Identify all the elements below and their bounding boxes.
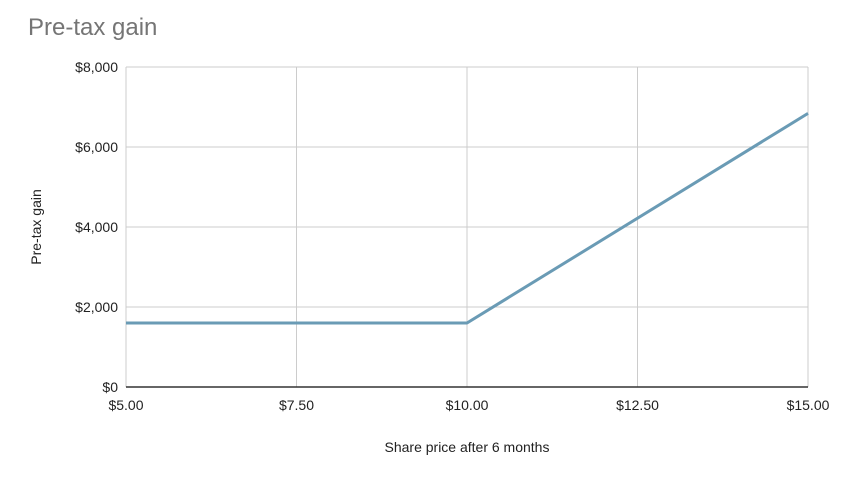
x-tick-label: $12.50 — [616, 397, 659, 413]
chart-title: Pre-tax gain — [28, 14, 157, 41]
y-tick-label: $8,000 — [75, 59, 118, 75]
grid — [125, 66, 809, 387]
series-layer — [126, 112, 809, 325]
y-tick-label: $4,000 — [75, 219, 118, 235]
x-tick-label: $15.00 — [787, 397, 830, 413]
x-tick-label: $5.00 — [108, 397, 143, 413]
x-tick-label: $10.00 — [446, 397, 489, 413]
y-tick-label: $2,000 — [75, 299, 118, 315]
y-tick-label: $6,000 — [75, 139, 118, 155]
x-axis-title: Share price after 6 months — [385, 439, 550, 455]
axes: $0 $2,000 $4,000 $6,000 $8,000 $5.00 $7.50 $10.… — [75, 59, 829, 413]
series-line — [126, 112, 809, 325]
y-tick-label: $0 — [102, 379, 118, 395]
x-tick-label: $7.50 — [279, 397, 314, 413]
y-axis-title: Pre-tax gain — [28, 189, 44, 264]
